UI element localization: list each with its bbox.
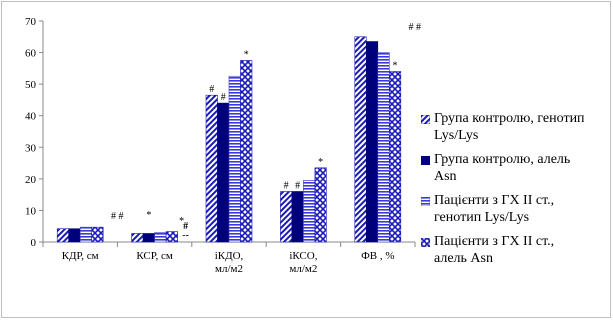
bar-4-3 [388, 71, 402, 243]
annotation-label: * [244, 49, 249, 60]
bar-3-0 [280, 191, 293, 243]
legend-label: Пацієнти з ГХ ІІ ст., алель Asn [434, 233, 554, 267]
legend-label-line: Пацієнти з ГХ ІІ ст., [434, 193, 555, 208]
chart-frame: 0 10 20 30 40 50 60 70 КДР, см КСР, см іКДО, мл/м2… [1, 1, 611, 318]
legend-label-line: генотип Lys/Lys [434, 210, 530, 225]
bar-4-1 [365, 41, 379, 243]
bar-0-1 [68, 228, 81, 243]
legend-item-1: Група контролю, алель Asn [421, 151, 611, 185]
annotation-label: * [146, 210, 151, 221]
y-tick-label: 60 [25, 48, 37, 60]
y-tick-label: 0 [31, 237, 37, 249]
legend-label-line: Група контролю, генотип [434, 111, 585, 126]
legend-label-line: Lys/Lys [434, 128, 479, 143]
y-tick-label: 50 [25, 79, 37, 91]
bar-0-0 [56, 228, 70, 243]
legend-item-2: Пацієнти з ГХ ІІ ст., генотип Lys/Lys [421, 192, 611, 226]
legend-label-line: алель Asn [434, 251, 493, 266]
bar-4-0 [354, 36, 367, 243]
bar-2-1 [217, 102, 230, 243]
bar-3-3 [314, 167, 327, 243]
legend: Група контролю, генотип Lys/Lys Група конт… [421, 110, 611, 274]
bar-1-3 [165, 231, 178, 243]
annotation-label: * [393, 61, 398, 72]
x-tick-label: мл/м2 [215, 263, 243, 275]
legend-item-0: Група контролю, генотип Lys/Lys [421, 110, 611, 144]
bar-0-3 [91, 226, 104, 243]
y-tick-label: 70 [25, 16, 37, 28]
legend-item-3: Пацієнти з ГХ ІІ ст., алель Asn [421, 233, 611, 267]
annotation-label: * [179, 216, 184, 227]
legend-label: Пацієнти з ГХ ІІ ст., генотип Lys/Lys [434, 192, 554, 226]
legend-swatch [421, 156, 430, 165]
legend-swatch [421, 197, 430, 206]
annotation-label: * [318, 157, 323, 168]
axes: 0 10 20 30 40 50 60 70 [25, 16, 416, 249]
annotation-label: # [221, 92, 226, 103]
legend-swatch [421, 115, 430, 124]
legend-label-line: Група контролю, алель [434, 152, 571, 167]
bar-2-3 [240, 60, 253, 243]
y-tick-label: 20 [25, 174, 37, 186]
x-tick-label: іКСО, [289, 250, 317, 262]
bar-2-0 [205, 94, 218, 243]
legend-swatch [421, 238, 430, 247]
legend-label-line: Пацієнти з ГХ ІІ ст., [434, 234, 555, 249]
annotation-label: # # [409, 22, 422, 33]
y-tick-label: 30 [25, 142, 37, 154]
bar-1-2 [154, 232, 167, 243]
bar-1-1 [142, 233, 155, 243]
annotation-label: # [295, 180, 300, 191]
y-tick-label: 40 [25, 111, 37, 123]
bar-4-2 [377, 52, 390, 243]
bar-3-2 [303, 180, 316, 243]
legend-label: Група контролю, генотип Lys/Lys [434, 110, 585, 144]
y-tick-label: 10 [25, 205, 37, 217]
x-tick-label: мл/м2 [289, 263, 317, 275]
x-tick-label: іКДО, [215, 250, 244, 262]
bar-0-2 [79, 226, 92, 243]
x-tick-label: КДР, см [62, 250, 99, 262]
annotation-label: # [209, 84, 214, 95]
legend-label: Група контролю, алель Asn [434, 151, 570, 185]
bar-2-2 [228, 75, 241, 243]
bars [56, 36, 402, 243]
annotation-label: # # [111, 211, 124, 222]
x-tick-label: ФВ , % [361, 250, 394, 262]
x-tick-label: КСР, см [136, 250, 173, 262]
annotation-label: -- [182, 230, 189, 241]
bar-1-0 [131, 233, 144, 243]
annotation-label: # [183, 221, 188, 232]
bar-3-1 [291, 191, 304, 243]
legend-label-line: Asn [434, 169, 457, 184]
annotation-label: # [284, 180, 289, 191]
